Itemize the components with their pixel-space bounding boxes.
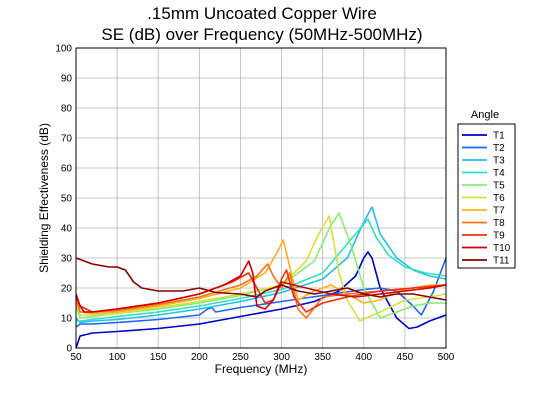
x-tick-label: 450: [397, 352, 414, 363]
plot-frame: [75, 47, 447, 349]
y-tick-label: 90: [61, 74, 73, 85]
y-tick-label: 80: [61, 104, 73, 115]
y-tick-label: 60: [61, 164, 73, 175]
series-line-t6: [75, 215, 447, 322]
x-tick-label: 150: [150, 352, 167, 363]
y-tick-label: 50: [61, 194, 73, 205]
legend-label-t2: T2: [493, 143, 505, 154]
y-tick-label: 0: [66, 344, 72, 355]
chart-title: .15mm Uncoated Copper Wire: [147, 4, 377, 23]
series-line-t11: [75, 257, 447, 301]
chart-subtitle: SE (dB) over Frequency (50MHz-500MHz): [101, 25, 422, 44]
y-tick-label: 20: [61, 284, 73, 295]
x-tick-label: 250: [232, 352, 249, 363]
x-tick-label: 500: [438, 352, 455, 363]
series-line-t3: [75, 206, 447, 324]
legend-label-t11: T11: [493, 256, 510, 267]
x-tick-label: 400: [355, 352, 372, 363]
series-line-t7: [75, 239, 446, 315]
x-tick-label: 350: [314, 352, 331, 363]
legend-label-t8: T8: [493, 218, 505, 229]
y-tick-label: 40: [61, 224, 73, 235]
x-tick-label: 200: [191, 352, 208, 363]
series-line-t8: [75, 263, 447, 319]
legend-title: Angle: [471, 109, 499, 121]
series-layer: [75, 206, 447, 349]
legend-label-t6: T6: [493, 193, 505, 204]
y-axis-label: Shielding Effectiveness (dB): [37, 123, 51, 273]
y-tick-label: 70: [61, 134, 73, 145]
legend-label-t4: T4: [493, 168, 505, 179]
y-tick-label: 30: [61, 254, 73, 265]
y-tick-label: 100: [55, 44, 72, 55]
x-tick-label: 100: [109, 352, 126, 363]
x-axis-label: Frequency (MHz): [215, 362, 308, 376]
legend-label-t9: T9: [493, 231, 505, 242]
legend-label-t1: T1: [493, 131, 505, 142]
series-line-t1: [75, 251, 447, 349]
x-tick-label: 300: [273, 352, 290, 363]
legend-label-t3: T3: [493, 156, 505, 167]
tick-labels: 50 100 150 200 250 300 350 400 450 500 0 10 20 30 40 50…: [55, 44, 454, 364]
legend-label-t5: T5: [493, 181, 505, 192]
y-tick-label: 10: [61, 314, 73, 325]
series-line-t4: [76, 218, 447, 322]
x-tick-label: 50: [70, 352, 82, 363]
legend-label-t10: T10: [493, 243, 511, 254]
legend-label-t7: T7: [493, 206, 505, 217]
